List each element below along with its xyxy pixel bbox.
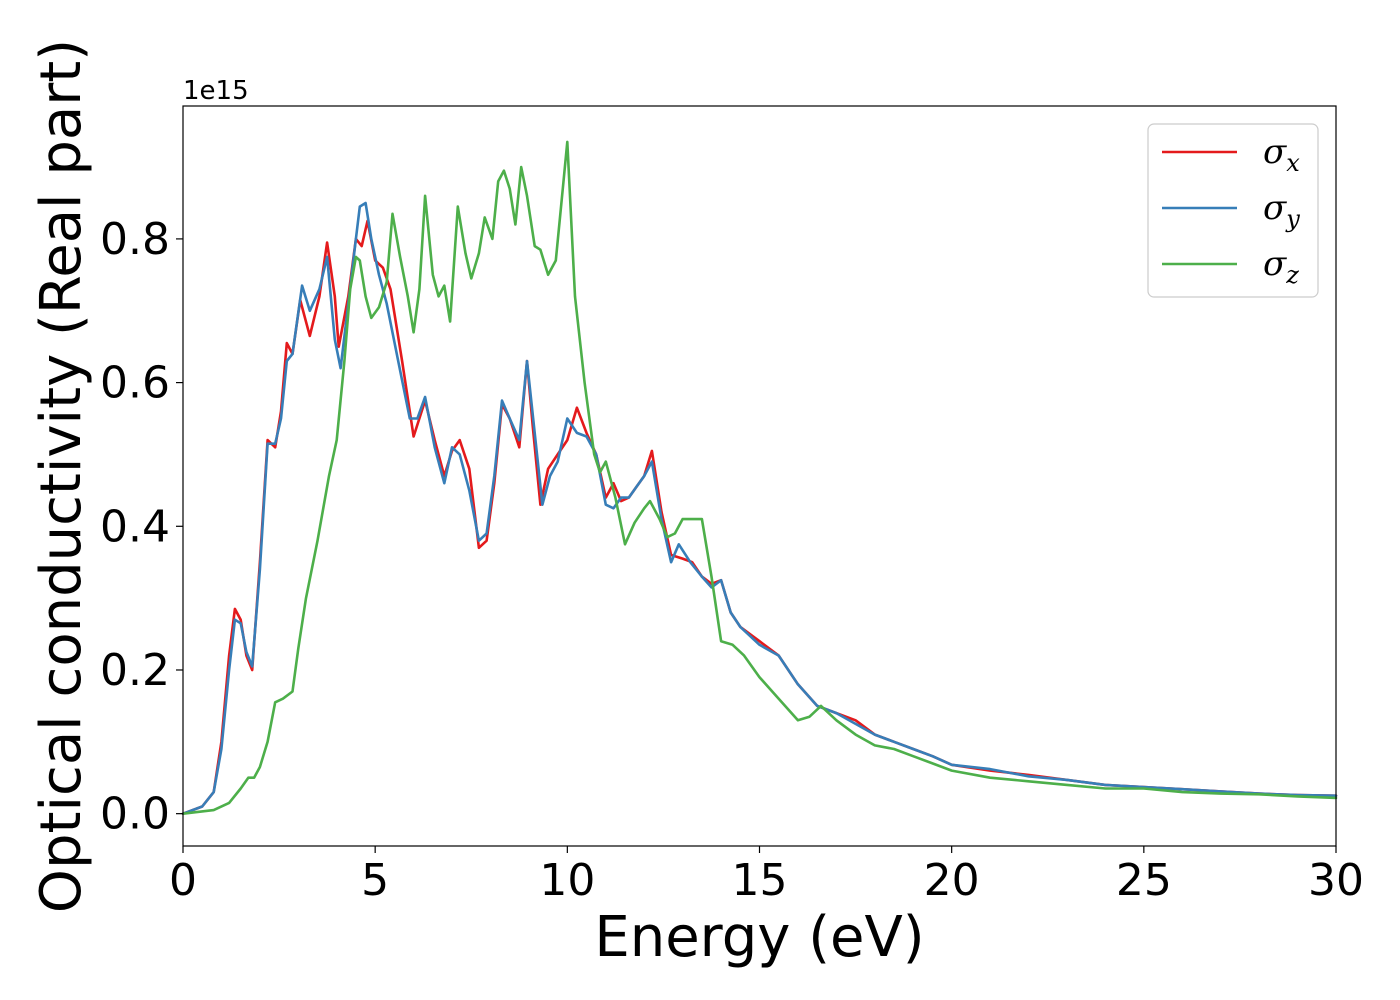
legend-label-z: σz (1263, 244, 1299, 289)
y-tick-label: 0.2 (100, 645, 170, 696)
x-tick-label: 25 (1116, 855, 1172, 906)
legend-subscript: y (1285, 205, 1300, 233)
x-ticks: 0 5 10 15 20 25 30 (169, 846, 1364, 906)
plot-area (183, 106, 1336, 846)
y-tick-label: 0.0 (100, 789, 170, 840)
legend-subscript: x (1286, 149, 1300, 177)
x-tick-label: 20 (924, 855, 980, 906)
x-tick-label: 15 (732, 855, 788, 906)
legend-symbol: σ (1263, 188, 1287, 228)
y-tick-label: 0.6 (100, 358, 170, 409)
legend-box (1147, 123, 1319, 298)
offset-text: 1e15 (183, 76, 249, 106)
legend-label-x: σx (1263, 132, 1300, 177)
y-tick-label: 0.4 (100, 501, 170, 552)
legend-symbol: σ (1263, 132, 1287, 172)
series-layer (181, 140, 1338, 815)
y-tick-label: 0.8 (100, 214, 170, 265)
x-tick-label: 10 (539, 855, 595, 906)
series-line-y (181, 201, 1338, 815)
x-tick-label: 30 (1308, 855, 1364, 906)
x-tick-label: 5 (361, 855, 389, 906)
y-ticks: 0.0 0.2 0.4 0.6 0.8 (100, 214, 183, 840)
x-tick-label: 0 (169, 855, 197, 906)
legend-subscript: z (1285, 261, 1299, 289)
x-axis-label: Energy (eV) (594, 905, 924, 970)
series-line-z (181, 140, 1338, 815)
legend-symbol: σ (1263, 244, 1287, 284)
y-axis-label: Optical conductivity (Real part) (29, 39, 94, 913)
legend-label-y: σy (1263, 188, 1300, 233)
